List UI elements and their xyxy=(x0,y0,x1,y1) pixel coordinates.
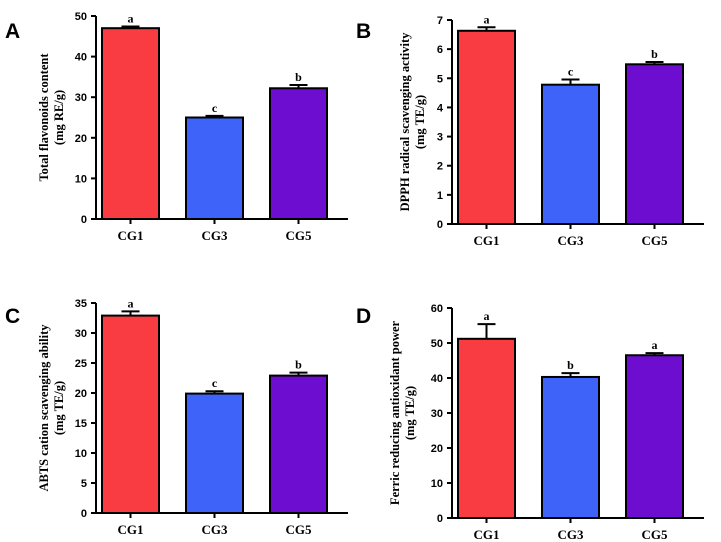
bar-cg1 xyxy=(457,29,516,226)
bar-cg1 xyxy=(101,314,160,514)
bar-cg3 xyxy=(541,375,600,520)
y-axis-unit: (mg TE/g) xyxy=(413,95,427,149)
x-tick-label: CG1 xyxy=(118,522,144,537)
y-axis-title: Ferric reducing antioxidant power xyxy=(388,320,402,505)
bar-cg3 xyxy=(185,116,244,220)
x-tick-label: CG1 xyxy=(118,228,144,243)
x-tick-label: CG3 xyxy=(202,228,229,243)
x-tick-label: CG1 xyxy=(474,527,500,542)
significance-label: c xyxy=(568,64,574,78)
x-tick-label: CG5 xyxy=(286,522,313,537)
y-tick-label: 10 xyxy=(75,173,87,185)
panel-d: D Ferric reducing antioxidant power (mg TE… xyxy=(356,303,704,542)
significance-label: a xyxy=(128,12,134,26)
y-axis-unit: (mg TE/g) xyxy=(52,381,66,435)
x-tick-label: CG3 xyxy=(558,233,585,248)
y-tick-label: 40 xyxy=(75,52,87,64)
y-tick-label: 30 xyxy=(75,92,87,104)
y-tick-label: 20 xyxy=(75,388,87,400)
y-tick-label: 50 xyxy=(75,11,87,23)
y-tick-label: 10 xyxy=(75,448,87,460)
y-tick-label: 0 xyxy=(81,508,87,520)
panel-c: C ABTS cation scavenging ability (mg TE/g)… xyxy=(5,296,348,537)
significance-label: a xyxy=(484,12,490,26)
bar-cg1 xyxy=(457,337,516,519)
x-tick-label: CG5 xyxy=(642,233,669,248)
bar-cg3 xyxy=(541,83,600,225)
panel-a: A Total flavonoids content (mg RE/g) a CG1 c C… xyxy=(5,11,348,243)
bar-cg1 xyxy=(101,27,160,221)
significance-label: c xyxy=(212,101,218,115)
panel-b: B DPPH radical scavenging activity (mg TE/… xyxy=(356,12,704,248)
y-tick-label: 50 xyxy=(431,338,443,350)
significance-label: a xyxy=(652,338,658,352)
significance-label: a xyxy=(128,296,134,310)
y-tick-label: 6 xyxy=(437,44,443,56)
y-tick-label: 60 xyxy=(431,303,443,315)
y-tick-label: 1 xyxy=(437,190,443,202)
y-tick-label: 0 xyxy=(437,219,443,231)
x-tick-label: CG5 xyxy=(642,527,669,542)
y-axis-title: Total flavonoids content xyxy=(37,53,51,182)
y-tick-label: 0 xyxy=(81,214,87,226)
bar-cg5 xyxy=(269,87,328,220)
significance-label: c xyxy=(212,376,218,390)
y-tick-label: 25 xyxy=(75,358,87,370)
y-tick-label: 15 xyxy=(75,418,87,430)
y-tick-label: 20 xyxy=(431,443,443,455)
y-tick-label: 40 xyxy=(431,373,443,385)
y-tick-label: 7 xyxy=(437,15,443,27)
y-tick-label: 3 xyxy=(437,132,443,144)
y-tick-label: 35 xyxy=(75,298,87,310)
y-tick-label: 10 xyxy=(431,478,443,490)
panel-label: B xyxy=(356,20,371,43)
y-tick-label: 30 xyxy=(431,408,443,420)
significance-label: b xyxy=(295,70,302,84)
significance-label: b xyxy=(651,47,658,61)
y-tick-label: 5 xyxy=(81,478,87,490)
panel-label: D xyxy=(356,305,371,328)
bar-cg5 xyxy=(625,354,684,519)
y-tick-label: 0 xyxy=(437,513,443,525)
x-tick-label: CG5 xyxy=(286,228,313,243)
significance-label: a xyxy=(484,309,490,323)
x-tick-label: CG3 xyxy=(202,522,229,537)
panel-label: A xyxy=(5,20,20,43)
bar-cg5 xyxy=(625,63,684,225)
y-tick-label: 2 xyxy=(437,161,443,173)
bar-cg3 xyxy=(185,392,244,515)
significance-label: b xyxy=(295,358,302,372)
y-axis-unit: (mg RE/g) xyxy=(52,90,66,145)
bar-cg5 xyxy=(269,374,328,514)
y-tick-label: 4 xyxy=(437,102,444,114)
x-tick-label: CG1 xyxy=(474,233,500,248)
significance-label: b xyxy=(567,358,574,372)
y-axis-title: DPPH radical scavenging activity xyxy=(398,32,412,212)
y-axis-title: ABTS cation scavenging ability xyxy=(37,324,51,492)
panel-label: C xyxy=(5,305,20,328)
y-tick-label: 30 xyxy=(75,328,87,340)
y-tick-label: 5 xyxy=(437,73,443,85)
y-tick-label: 20 xyxy=(75,133,87,145)
y-axis-unit: (mg TE/g) xyxy=(403,386,417,440)
x-tick-label: CG3 xyxy=(558,527,585,542)
